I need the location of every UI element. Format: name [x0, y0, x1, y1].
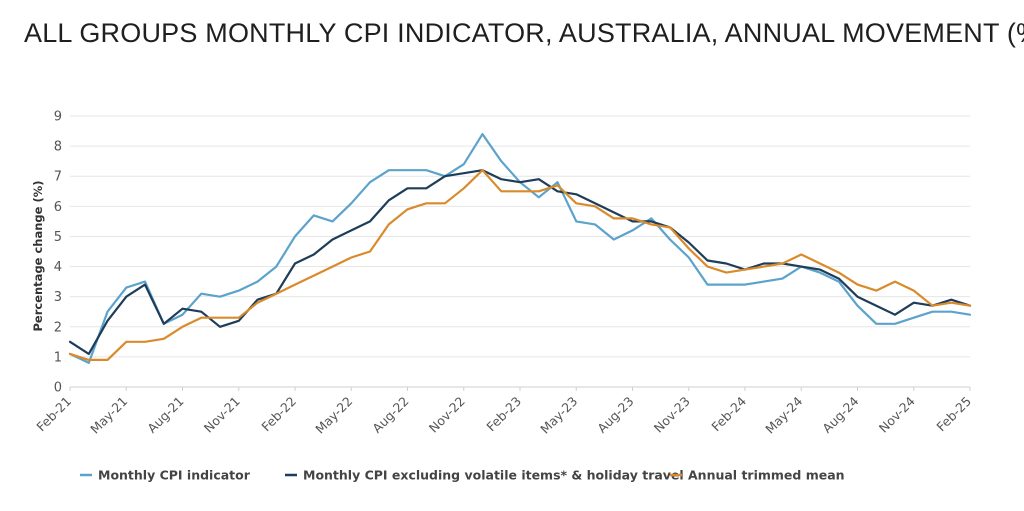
- x-tick-label: Feb-22: [258, 394, 299, 435]
- y-tick-label: 9: [54, 110, 62, 125]
- legend: Monthly CPI indicator Monthly CPI excludi…: [80, 468, 845, 483]
- x-tick-label: Nov-24: [876, 393, 918, 435]
- x-tick-label: Nov-23: [651, 394, 693, 436]
- x-tick-label: Feb-21: [33, 394, 74, 435]
- y-tick-label: 3: [54, 290, 62, 305]
- x-axis-ticks: Feb-21 May-21 Aug-21 Nov-21 Feb-22 May-22 Aug-…: [33, 387, 974, 437]
- series-line-3: [68, 169, 972, 361]
- x-tick-label: Aug-24: [819, 393, 861, 435]
- y-tick-label: 1: [54, 350, 62, 365]
- x-tick-label: May-21: [87, 394, 130, 437]
- legend-label: Monthly CPI excluding volatile items* & …: [303, 468, 684, 483]
- y-tick-label: 6: [54, 200, 62, 215]
- gridlines: [70, 115, 970, 388]
- y-tick-label: 0: [54, 381, 62, 396]
- series-line-2: [68, 169, 972, 355]
- legend-label: Annual trimmed mean: [688, 468, 845, 483]
- legend-label: Monthly CPI indicator: [98, 468, 251, 483]
- chart-title: ALL GROUPS MONTHLY CPI INDICATOR, AUSTRA…: [24, 18, 1024, 48]
- x-tick-label: May-24: [762, 393, 805, 436]
- y-tick-label: 5: [54, 230, 62, 245]
- series-line-1: [68, 133, 972, 364]
- x-tick-label: Feb-25: [933, 394, 974, 435]
- y-tick-label: 4: [54, 260, 62, 275]
- x-tick-label: Nov-21: [201, 394, 243, 436]
- y-tick-label: 7: [54, 170, 62, 185]
- x-tick-label: May-22: [312, 394, 355, 437]
- x-tick-label: Nov-22: [426, 394, 468, 436]
- x-tick-label: May-23: [537, 394, 580, 437]
- x-tick-label: Feb-23: [483, 394, 524, 435]
- x-tick-label: Aug-23: [594, 394, 636, 436]
- y-tick-label: 8: [54, 140, 62, 155]
- y-tick-label: 2: [54, 320, 62, 335]
- y-axis-label: Percentage change (%): [31, 180, 45, 331]
- x-tick-label: Feb-24: [708, 393, 749, 434]
- y-axis-ticks: 0 1 2 3 4 5 6 7 8 9: [54, 110, 62, 396]
- x-tick-label: Aug-22: [369, 394, 411, 436]
- x-tick-label: Aug-21: [144, 394, 186, 436]
- series-lines: [68, 133, 972, 364]
